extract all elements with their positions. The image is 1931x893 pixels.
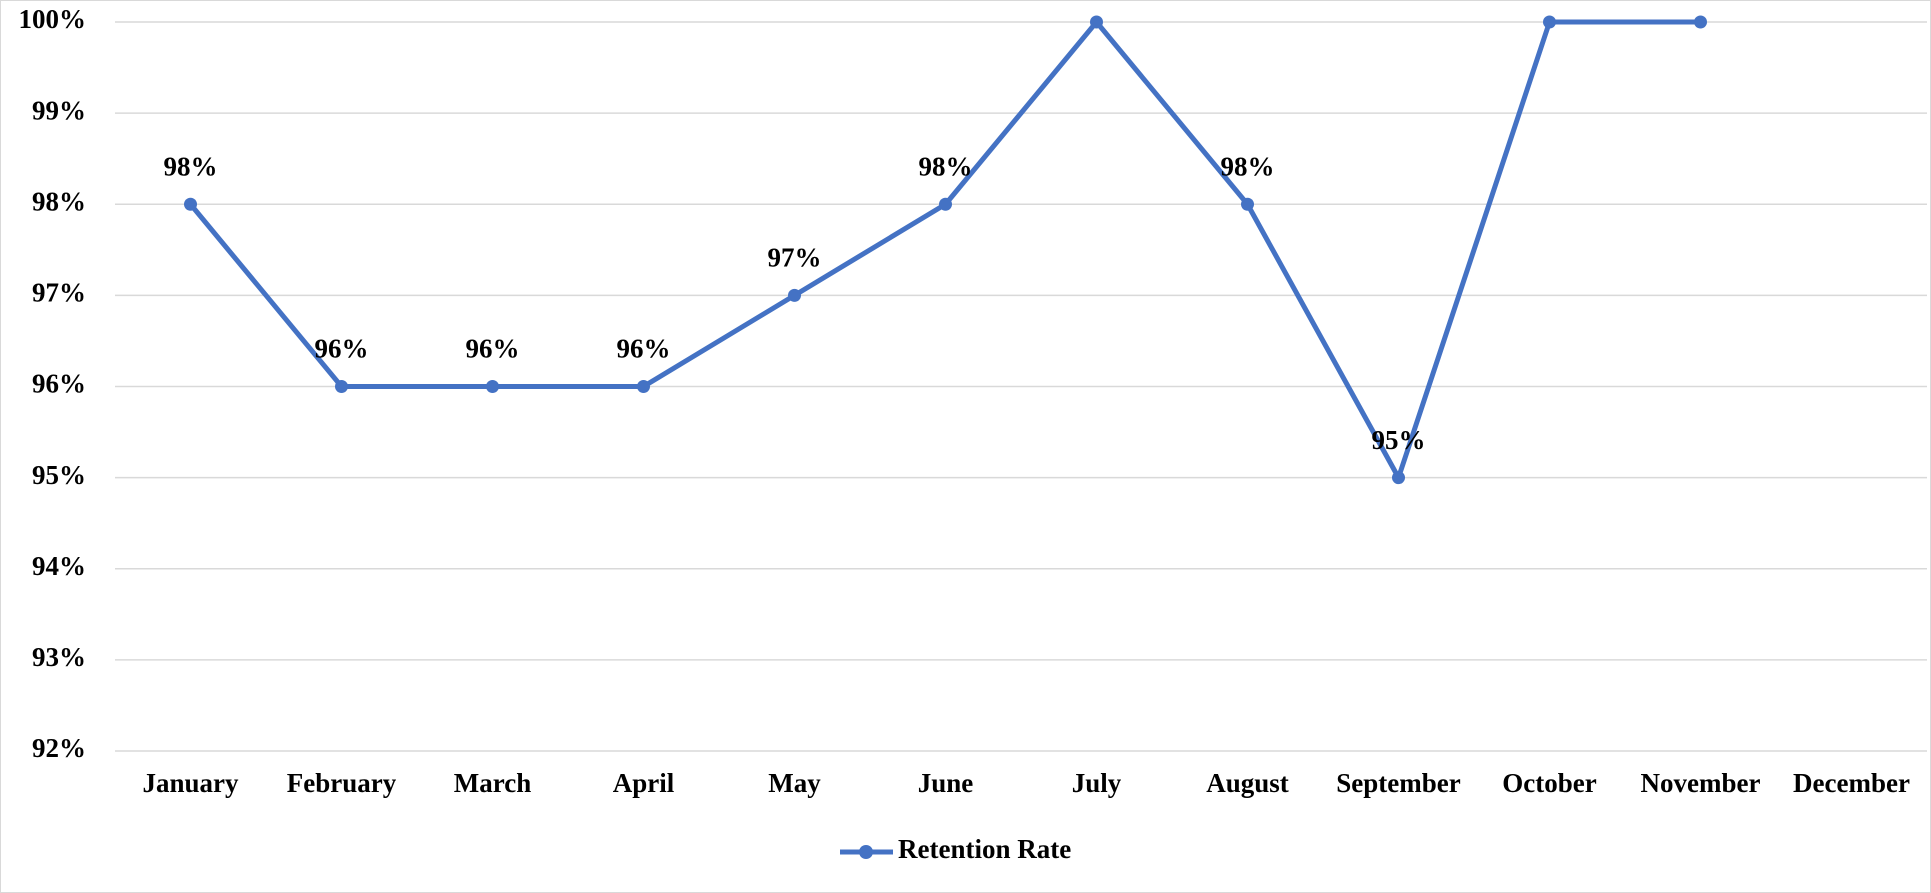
y-tick-label: 95% xyxy=(32,460,86,490)
x-tick-label: October xyxy=(1502,768,1596,798)
data-point xyxy=(637,380,650,393)
data-point xyxy=(1241,197,1254,211)
legend-marker xyxy=(859,845,873,859)
legend-label: Retention Rate xyxy=(898,834,1071,864)
x-tick-label: December xyxy=(1793,768,1910,798)
data-label: 97% xyxy=(768,243,822,273)
x-tick-label: May xyxy=(768,768,821,798)
x-tick-label: November xyxy=(1641,768,1761,798)
x-tick-label: September xyxy=(1336,768,1460,798)
x-tick-label: March xyxy=(454,768,531,798)
x-tick-label: April xyxy=(613,768,675,798)
x-tick-label: January xyxy=(142,768,239,798)
x-tick-label: August xyxy=(1206,768,1289,798)
data-point xyxy=(1090,15,1103,29)
data-point xyxy=(788,288,801,302)
y-tick-label: 92% xyxy=(32,733,86,763)
x-tick-label: June xyxy=(918,768,974,798)
y-tick-label: 94% xyxy=(32,551,86,581)
data-label: 96% xyxy=(315,334,369,364)
data-label: 96% xyxy=(617,334,671,364)
y-tick-label: 99% xyxy=(32,95,86,125)
y-tick-label: 97% xyxy=(32,278,86,308)
data-point xyxy=(1543,15,1556,29)
y-tick-label: 96% xyxy=(32,369,86,399)
data-label: 98% xyxy=(164,151,218,181)
y-tick-label: 93% xyxy=(32,642,86,672)
data-point xyxy=(1694,15,1707,29)
data-point xyxy=(939,197,952,211)
data-label: 98% xyxy=(919,151,973,181)
data-label: 95% xyxy=(1372,425,1426,455)
data-label: 96% xyxy=(466,334,520,364)
data-label: 98% xyxy=(1221,151,1275,181)
x-tick-label: February xyxy=(287,768,397,798)
y-tick-label: 100% xyxy=(19,4,87,34)
x-tick-label: July xyxy=(1072,768,1122,798)
data-point xyxy=(335,380,348,393)
data-point xyxy=(486,380,499,393)
data-point xyxy=(184,197,197,211)
y-tick-label: 98% xyxy=(32,186,86,216)
data-point xyxy=(1392,471,1405,485)
